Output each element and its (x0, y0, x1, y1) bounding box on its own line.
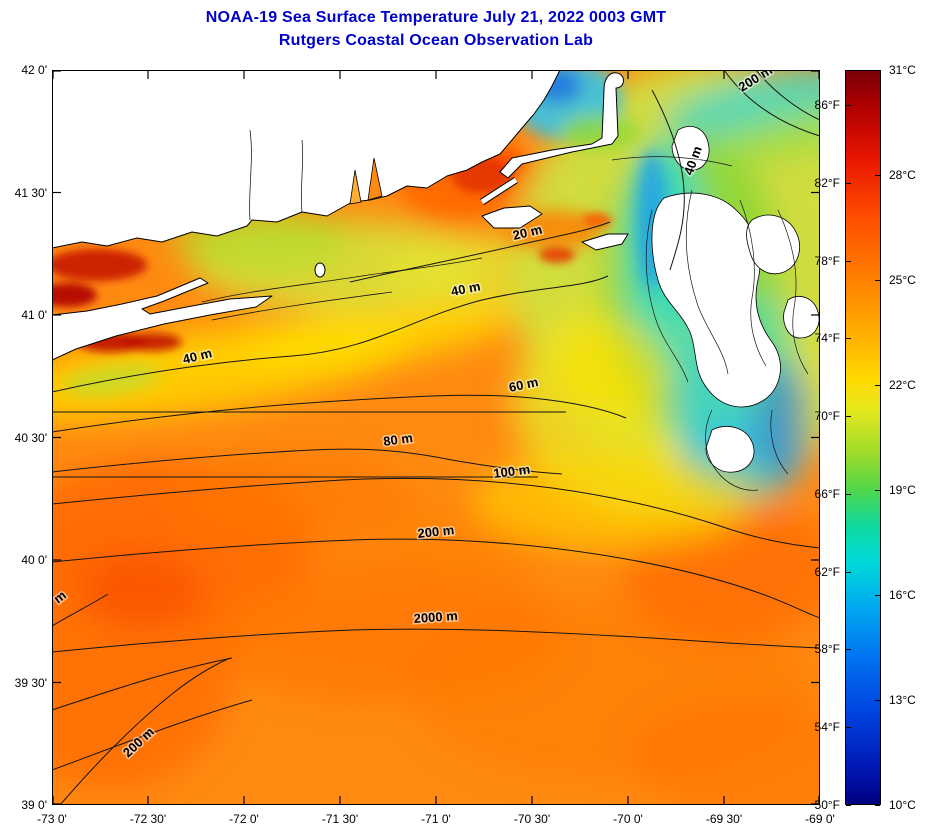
contour-label: 2000 m (413, 608, 458, 626)
lat-tick-label: 39 30' (14, 675, 47, 690)
celsius-label: 31°C (889, 63, 916, 77)
contour-label: 40 m (450, 279, 482, 299)
celsius-label: 16°C (889, 588, 916, 602)
coastal-water-inlets (249, 129, 383, 221)
celsius-label: 22°C (889, 378, 916, 392)
elizabeth-islands (480, 177, 518, 205)
colorbar-tick (846, 805, 851, 806)
lon-tick-label: -69 30' (705, 812, 743, 826)
page-title: NOAA-19 Sea Surface Temperature July 21,… (205, 9, 667, 26)
celsius-label: 25°C (889, 273, 916, 287)
colorbar-tick (875, 805, 880, 806)
landmass-new-england (52, 70, 561, 249)
lon-tick-label: -70 0' (613, 812, 643, 826)
landmass-long-island (52, 277, 273, 361)
map-border (52, 70, 820, 805)
lon-tick-label: -71 30' (321, 812, 359, 826)
lon-tick-label: -70 30' (513, 812, 551, 826)
island-marthas-vineyard (481, 205, 543, 229)
lat-tick-label: 42 0' (21, 63, 47, 77)
lat-tick-label: 40 0' (21, 553, 47, 567)
celsius-label: 28°C (889, 168, 916, 182)
colorbar (845, 70, 881, 805)
depth-contours (52, 70, 820, 805)
shoals-data-mask (651, 126, 820, 473)
lon-tick-label: -72 0' (229, 812, 259, 826)
lon-tick-label: -73 0' (37, 812, 67, 826)
lat-tick-label: 40 30' (14, 430, 47, 445)
island-block-island (314, 262, 326, 278)
landmass-cape-cod (499, 72, 624, 179)
contour-label: 80 m (382, 430, 413, 449)
contour-label: 100 m (493, 462, 531, 481)
page-subtitle: Rutgers Coastal Ocean Observation Lab (278, 32, 594, 49)
lat-tick-label: 41 30' (14, 185, 47, 200)
lat-tick-label: 41 0' (21, 308, 47, 322)
landmasses (52, 70, 629, 361)
lon-tick-label: -72 30' (129, 812, 167, 826)
island-nantucket (581, 233, 629, 251)
celsius-label: 19°C (889, 483, 916, 497)
celsius-label: 13°C (889, 693, 916, 707)
celsius-label: 10°C (889, 798, 916, 812)
lat-tick-label: 39 0' (21, 798, 47, 812)
contour-label: 200 m (417, 522, 455, 541)
lon-tick-label: -71 0' (421, 812, 451, 826)
lon-tick-label: -69 0' (805, 812, 835, 826)
